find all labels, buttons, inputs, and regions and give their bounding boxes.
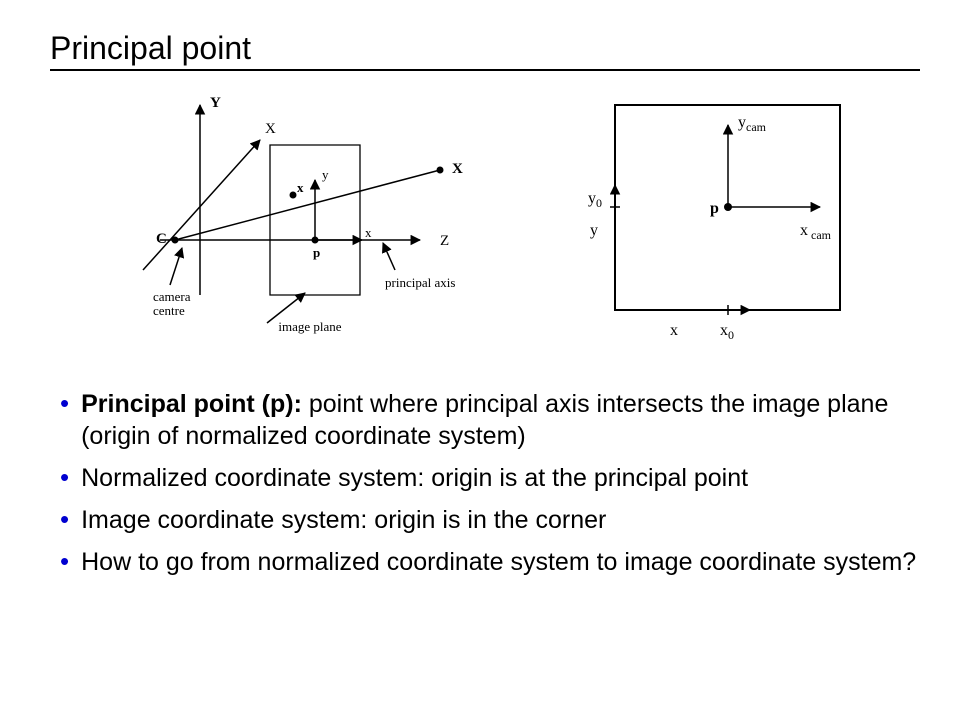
bullet-item: • Principal point (p): point where princ… bbox=[60, 388, 920, 452]
svg-text:y0: y0 bbox=[588, 190, 602, 210]
title-rule bbox=[50, 69, 920, 71]
svg-text:y: y bbox=[322, 167, 329, 182]
svg-text:C: C bbox=[156, 231, 167, 247]
bullet-dot: • bbox=[60, 504, 69, 534]
bullet-item: • How to go from normalized coordinate s… bbox=[60, 546, 920, 578]
bullet-text: How to go from normalized coordinate sys… bbox=[81, 546, 916, 578]
svg-text:ycam: ycam bbox=[738, 114, 767, 134]
bullet-item: • Image coordinate system: origin is in … bbox=[60, 504, 920, 536]
bullet-dot: • bbox=[60, 462, 69, 492]
bullet-item: • Normalized coordinate system: origin i… bbox=[60, 462, 920, 494]
bullet-list: • Principal point (p): point where princ… bbox=[50, 388, 920, 578]
bullet-text: Principal point (p): point where princip… bbox=[81, 388, 920, 452]
svg-text:X: X bbox=[452, 161, 463, 177]
svg-text:Y: Y bbox=[210, 95, 221, 111]
svg-text:centre: centre bbox=[153, 303, 185, 318]
svg-text:X: X bbox=[265, 121, 276, 137]
image-plane-coords-diagram: p ycam x cam y0 x0 x y bbox=[520, 85, 880, 360]
svg-text:principal axis: principal axis bbox=[385, 275, 455, 290]
figures-row: Y X Z Cx y x p Xcameracentre image plane principa… bbox=[70, 85, 920, 360]
svg-text:x: x bbox=[670, 322, 678, 339]
svg-text:y: y bbox=[590, 222, 598, 239]
svg-text:x0: x0 bbox=[720, 322, 734, 342]
svg-text:image plane: image plane bbox=[278, 319, 341, 334]
svg-text:x: x bbox=[365, 225, 372, 240]
svg-text:x cam: x cam bbox=[800, 222, 832, 242]
svg-text:p: p bbox=[313, 245, 320, 260]
svg-text:p: p bbox=[710, 200, 719, 217]
bullet-text: Image coordinate system: origin is in th… bbox=[81, 504, 606, 536]
page-title: Principal point bbox=[50, 30, 920, 67]
svg-text:camera: camera bbox=[153, 289, 191, 304]
bullet-dot: • bbox=[60, 388, 69, 418]
bullet-dot: • bbox=[60, 546, 69, 576]
camera-projection-diagram: Y X Z Cx y x p Xcameracentre image plane principa… bbox=[70, 85, 500, 345]
svg-text:x: x bbox=[297, 180, 304, 195]
svg-text:Z: Z bbox=[440, 233, 449, 249]
bullet-text: Normalized coordinate system: origin is … bbox=[81, 462, 748, 494]
